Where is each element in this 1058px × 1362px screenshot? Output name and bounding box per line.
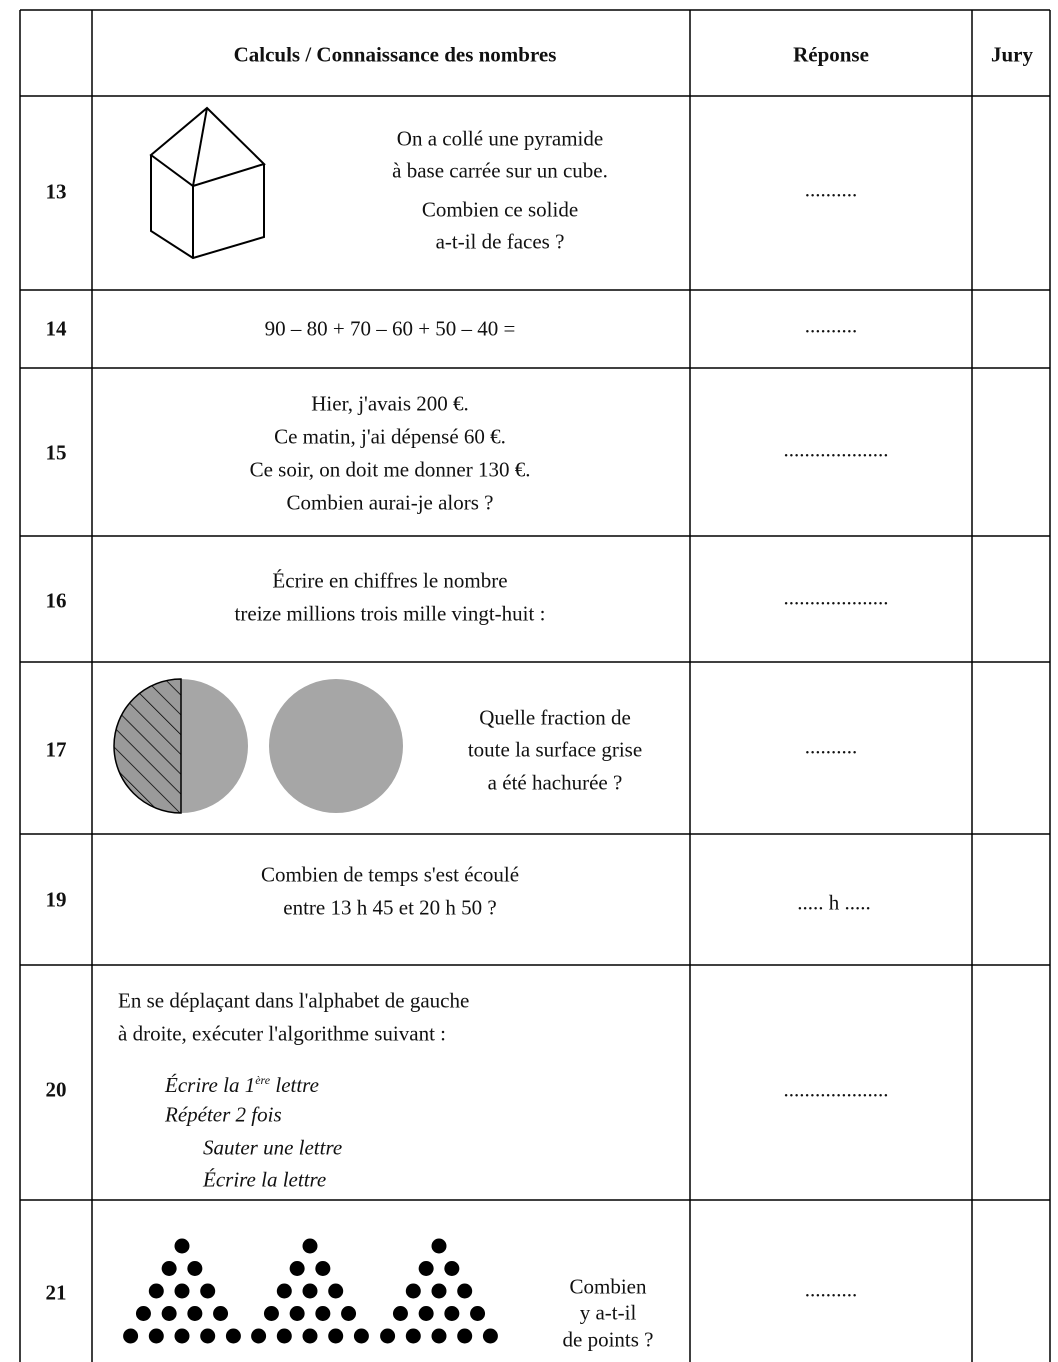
- dot: [444, 1261, 460, 1276]
- algorithm-text: lettre: [270, 1073, 319, 1097]
- row-number: 19: [45, 887, 67, 912]
- algorithm-line: Écrire la 1ère lettre: [165, 1074, 319, 1096]
- answer-blank: ....................: [783, 437, 889, 462]
- dot: [431, 1238, 447, 1254]
- dot: [380, 1328, 396, 1344]
- dot: [225, 1328, 241, 1344]
- question-line: Ce soir, on doit me donner 130 €.: [249, 457, 531, 482]
- algorithm-text: Écrire la 1: [165, 1073, 256, 1097]
- row-number: 15: [45, 440, 67, 465]
- dot: [174, 1283, 190, 1299]
- dot: [302, 1238, 318, 1254]
- dot: [200, 1328, 216, 1344]
- question-line: Hier, j'avais 200 €.: [311, 391, 469, 416]
- dot: [302, 1283, 318, 1299]
- dot: [457, 1283, 473, 1299]
- algorithm-line: Écrire la lettre: [203, 1167, 327, 1192]
- question-line: à droite, exécuter l'algorithme suivant …: [118, 1021, 447, 1046]
- dot: [161, 1306, 177, 1321]
- row-number: 14: [45, 316, 67, 341]
- answer-blank: ..........: [804, 177, 858, 202]
- answer-blank: ..........: [804, 734, 858, 759]
- question-line: Combien aurai-je alors ?: [286, 490, 494, 515]
- dot: [148, 1283, 164, 1299]
- dot: [392, 1306, 408, 1321]
- dot: [418, 1261, 434, 1276]
- dot: [457, 1328, 473, 1344]
- answer-blank: ....................: [783, 1077, 889, 1102]
- circles-drawing: [113, 678, 403, 814]
- dot: [341, 1306, 357, 1321]
- question-line: 90 – 80 + 70 – 60 + 50 – 40 =: [264, 316, 516, 341]
- question-line: entre 13 h 45 et 20 h 50 ?: [283, 895, 497, 920]
- algorithm-line: Sauter une lettre: [203, 1135, 343, 1160]
- dot: [328, 1328, 344, 1344]
- dot: [289, 1261, 305, 1276]
- dot: [174, 1328, 190, 1344]
- question-line: Écrire en chiffres le nombre: [272, 568, 508, 593]
- row-number: 16: [45, 588, 67, 613]
- dot: [328, 1283, 344, 1299]
- dot: [418, 1306, 434, 1321]
- dot: [444, 1306, 460, 1321]
- question-line: Combien: [569, 1274, 647, 1299]
- dot: [315, 1261, 331, 1276]
- dot: [405, 1283, 421, 1299]
- dot: [289, 1306, 305, 1321]
- dot: [431, 1283, 447, 1299]
- answer-blank: ..........: [804, 313, 858, 338]
- dot: [135, 1306, 151, 1321]
- dot: [315, 1306, 331, 1321]
- dot: [353, 1328, 369, 1344]
- header-jury: Jury: [991, 42, 1033, 67]
- row-number: 20: [45, 1077, 67, 1102]
- question-line: treize millions trois mille vingt-huit :: [234, 601, 546, 626]
- question-line: Quelle fraction de: [479, 705, 631, 730]
- dot: [123, 1328, 139, 1344]
- algorithm-line: Répéter 2 fois: [165, 1102, 282, 1127]
- question-line: Combien de temps s'est écoulé: [260, 862, 520, 887]
- header-answer: Réponse: [793, 42, 869, 67]
- question-line: a été hachurée ?: [487, 770, 623, 795]
- question-line: a-t-il de faces ?: [435, 229, 565, 254]
- question-line: à base carrée sur un cube.: [392, 158, 608, 183]
- dot: [405, 1328, 421, 1344]
- dot: [213, 1306, 229, 1321]
- dot: [482, 1328, 498, 1344]
- dot: [470, 1306, 486, 1321]
- dots-drawing: [123, 1238, 498, 1344]
- algorithm-sup: ère: [255, 1073, 271, 1087]
- answer-blank: ..... h .....: [797, 890, 871, 915]
- dot: [187, 1261, 203, 1276]
- row-number: 13: [45, 179, 67, 204]
- question-line: On a collé une pyramide: [396, 126, 604, 151]
- dot: [263, 1306, 279, 1321]
- dot: [200, 1283, 216, 1299]
- question-line: En se déplaçant dans l'alphabet de gauch…: [118, 988, 470, 1013]
- row-number: 17: [45, 737, 67, 762]
- dot: [431, 1328, 447, 1344]
- dot: [251, 1328, 267, 1344]
- row-number: 21: [45, 1280, 67, 1305]
- dot: [174, 1238, 190, 1254]
- question-line: y a-t-il: [579, 1300, 637, 1325]
- dot: [276, 1328, 292, 1344]
- solid-drawing: [149, 106, 266, 260]
- dot: [161, 1261, 177, 1276]
- header-question: Calculs / Connaissance des nombres: [233, 42, 557, 67]
- dot: [187, 1306, 203, 1321]
- question-line: toute la surface grise: [467, 737, 643, 762]
- dot: [302, 1328, 318, 1344]
- question-line: Combien ce solide: [421, 197, 579, 222]
- question-line: de points ?: [562, 1327, 654, 1352]
- dot: [276, 1283, 292, 1299]
- answer-blank: ....................: [783, 585, 889, 610]
- question-line: Ce matin, j'ai dépensé 60 €.: [274, 424, 506, 449]
- answer-blank: ..........: [804, 1277, 858, 1302]
- dot: [148, 1328, 164, 1344]
